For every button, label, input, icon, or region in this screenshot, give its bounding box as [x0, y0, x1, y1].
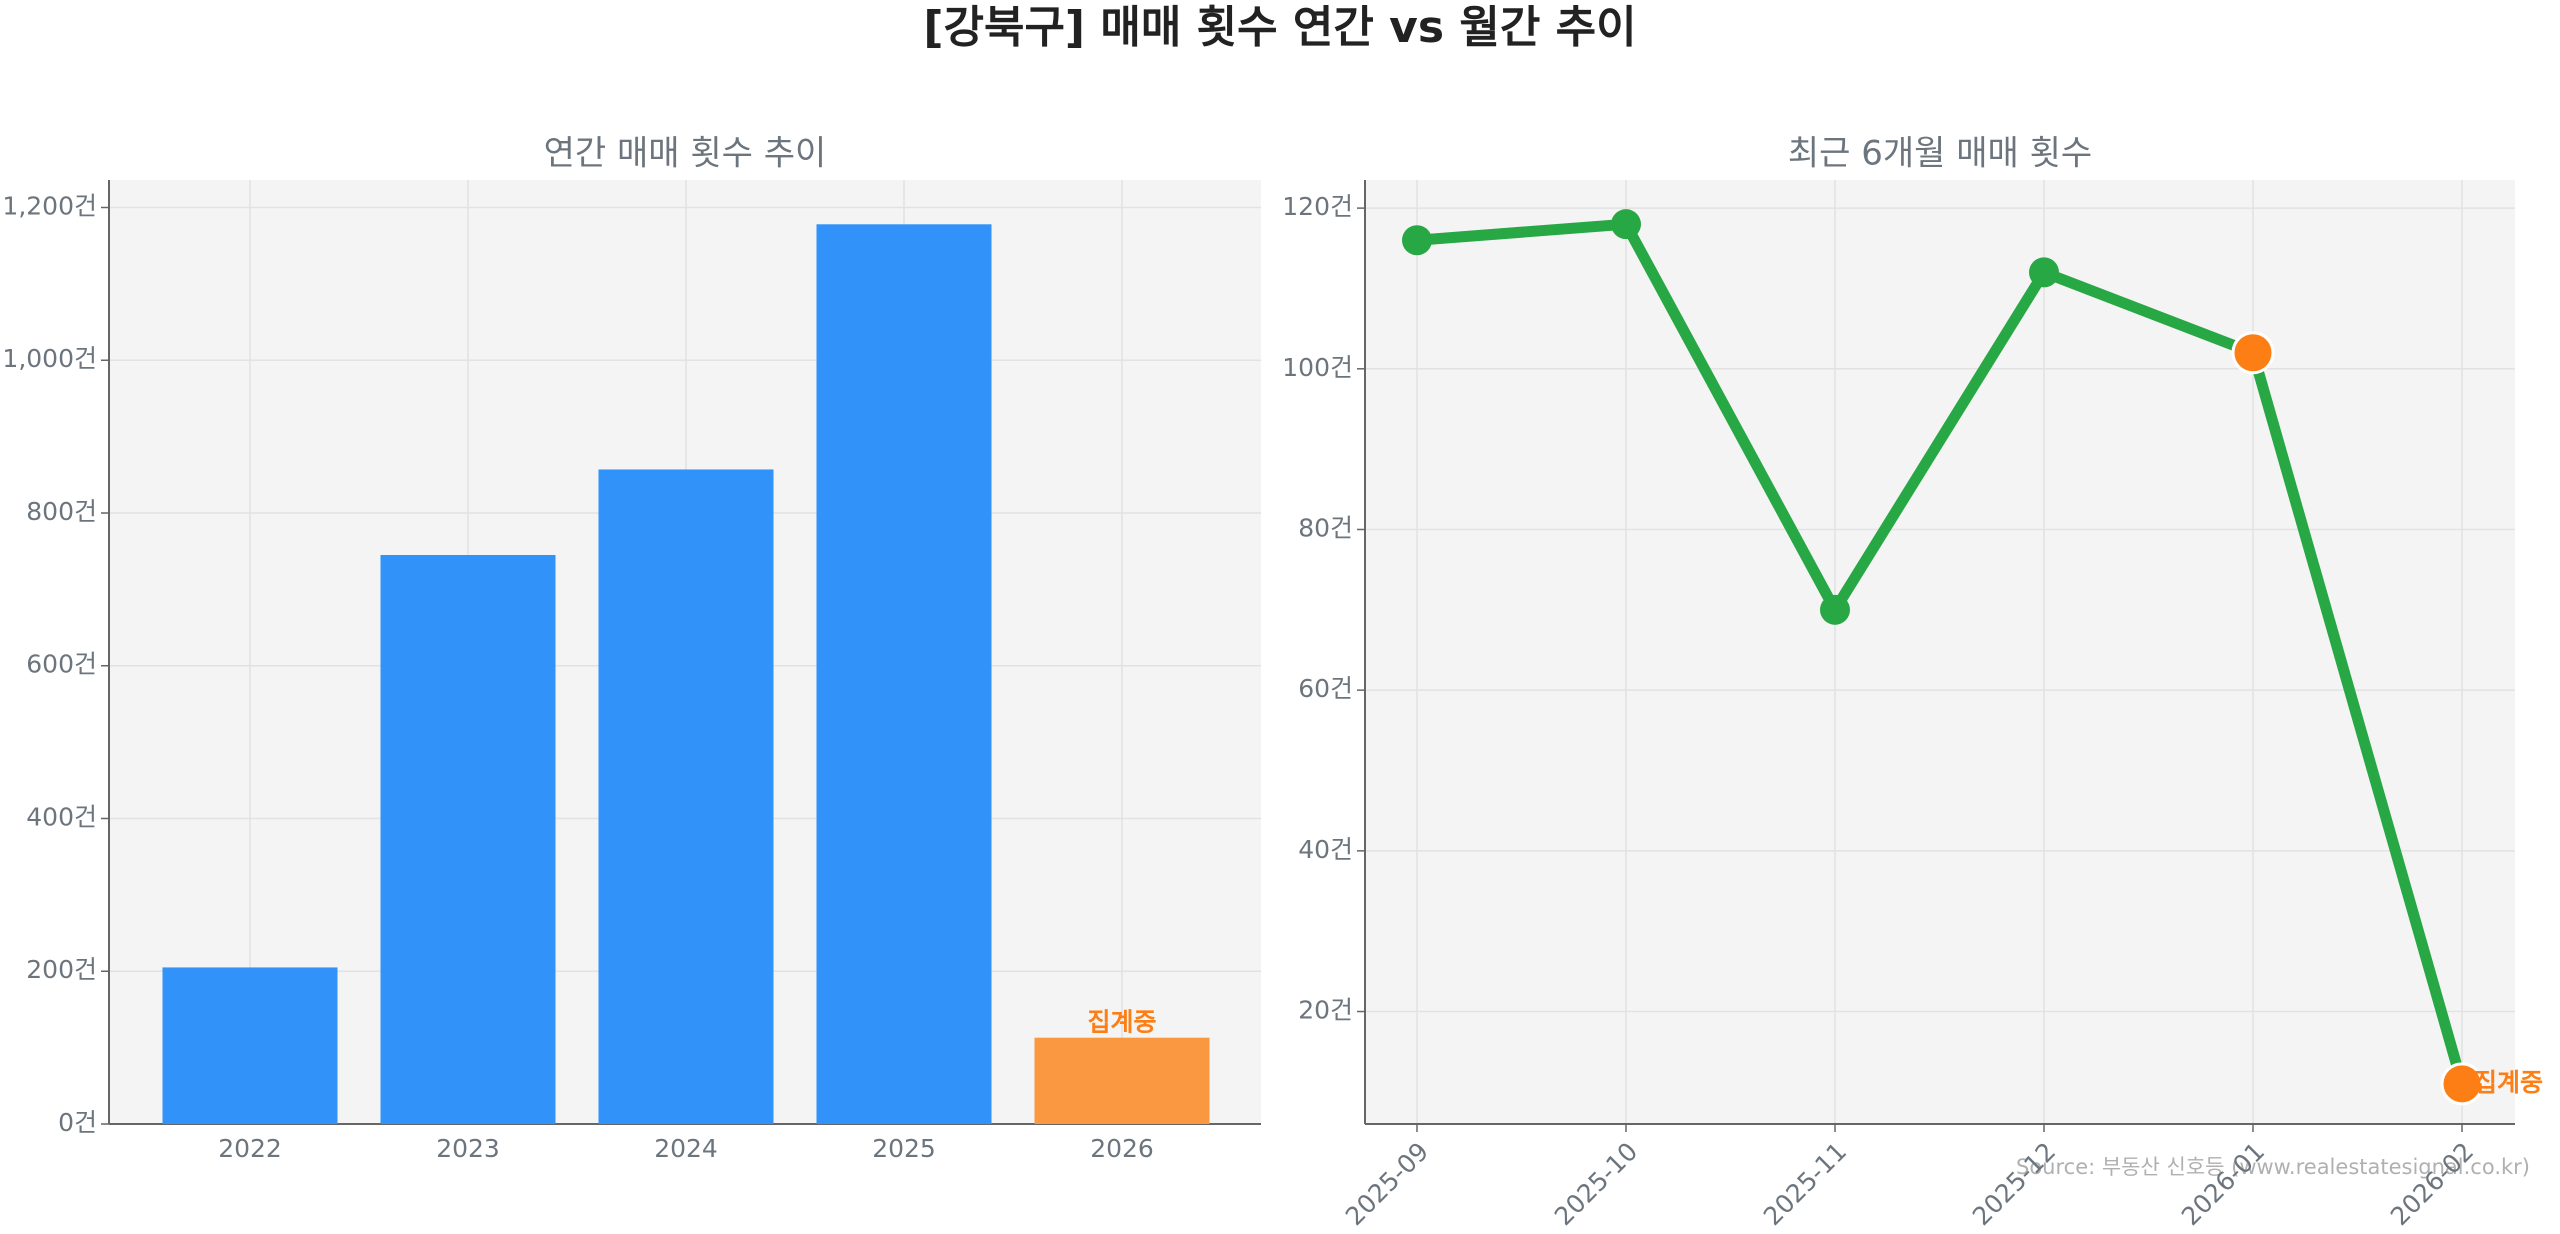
chart-title: 최근 6개월 매매 횟수: [1788, 134, 2092, 174]
chart-title: 연간 매매 횟수 추이: [544, 134, 827, 174]
y-tick-label: 120건: [1282, 192, 1353, 221]
marker: [1402, 225, 1432, 256]
annotation: 집계중: [1087, 1008, 1156, 1037]
line: [1416, 218, 2468, 1086]
x-tick-label: 2023: [436, 1134, 500, 1163]
y-tick-label: 600건: [26, 650, 97, 679]
plot-area: [1365, 180, 2515, 1124]
y-tick-label: 100건: [1282, 353, 1353, 382]
x-tick-label: 2026: [1090, 1134, 1154, 1163]
y-tick-label: 800건: [26, 497, 97, 526]
y-tick-label: 400건: [26, 802, 97, 831]
annotation: 집계중: [2474, 1068, 2543, 1097]
y-tick-label: 1,200건: [2, 191, 97, 220]
bar: [816, 224, 992, 1124]
y-tick-label: 0건: [58, 1108, 97, 1137]
y-tick-label: 80건: [1298, 513, 1353, 542]
bar: [598, 469, 774, 1124]
y-tick-label: 200건: [26, 955, 97, 984]
marker: [1820, 594, 1850, 625]
source-note: Source: 부동산 신호등 (www.realestatesignal.co…: [2016, 1155, 2530, 1179]
y-tick-label: 60건: [1298, 674, 1353, 703]
y-tick-label: 20건: [1298, 996, 1353, 1025]
x-tick-label: 2025: [872, 1134, 936, 1163]
bar: [162, 967, 338, 1124]
figure-title: [강북구] 매매 횟수 연간 vs 월간 추이: [923, 2, 1636, 53]
marker: [2440, 1062, 2484, 1106]
marker: [1611, 209, 1641, 240]
x-tick-label: 2024: [654, 1134, 718, 1163]
bar: [1034, 1037, 1210, 1124]
x-tick-label: 2022: [218, 1134, 282, 1163]
y-tick-label: 40건: [1298, 835, 1353, 864]
y-tick-label: 1,000건: [2, 344, 97, 373]
bar: [380, 555, 556, 1124]
marker: [2231, 331, 2275, 375]
marker: [2029, 257, 2059, 288]
